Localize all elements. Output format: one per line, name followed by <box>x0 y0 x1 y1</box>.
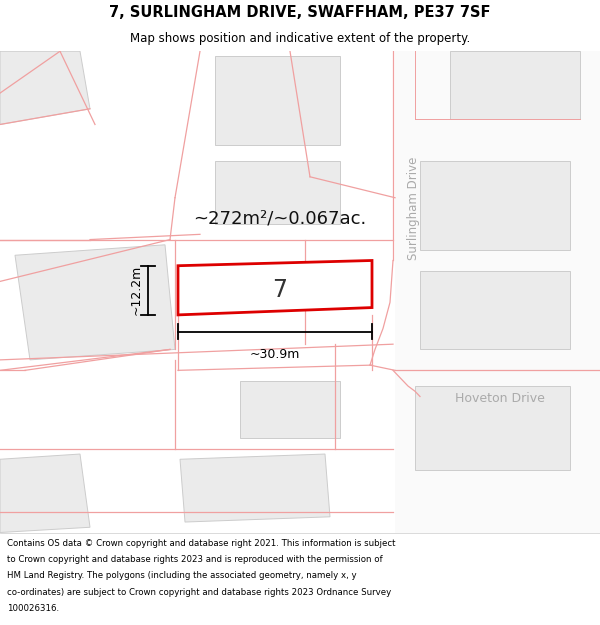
Polygon shape <box>395 51 600 532</box>
Text: Map shows position and indicative extent of the property.: Map shows position and indicative extent… <box>130 32 470 45</box>
Text: ~272m²/~0.067ac.: ~272m²/~0.067ac. <box>193 209 367 227</box>
Text: co-ordinates) are subject to Crown copyright and database rights 2023 Ordnance S: co-ordinates) are subject to Crown copyr… <box>7 588 391 596</box>
Polygon shape <box>0 51 90 124</box>
Text: Surlingham Drive: Surlingham Drive <box>407 156 420 260</box>
Polygon shape <box>215 56 340 146</box>
Polygon shape <box>215 161 340 224</box>
Polygon shape <box>240 381 340 438</box>
Text: ~12.2m: ~12.2m <box>130 265 143 316</box>
Text: 100026316.: 100026316. <box>7 604 59 612</box>
Polygon shape <box>420 271 570 349</box>
Text: 7, SURLINGHAM DRIVE, SWAFFHAM, PE37 7SF: 7, SURLINGHAM DRIVE, SWAFFHAM, PE37 7SF <box>109 5 491 20</box>
Polygon shape <box>178 261 372 315</box>
Text: HM Land Registry. The polygons (including the associated geometry, namely x, y: HM Land Registry. The polygons (includin… <box>7 571 357 581</box>
Text: 7: 7 <box>272 278 287 302</box>
Polygon shape <box>415 386 570 470</box>
Text: ~30.9m: ~30.9m <box>250 348 300 361</box>
Polygon shape <box>450 51 580 119</box>
Polygon shape <box>180 454 330 522</box>
Polygon shape <box>420 161 570 250</box>
Text: Hoveton Drive: Hoveton Drive <box>455 392 545 405</box>
Text: Contains OS data © Crown copyright and database right 2021. This information is : Contains OS data © Crown copyright and d… <box>7 539 396 548</box>
Text: to Crown copyright and database rights 2023 and is reproduced with the permissio: to Crown copyright and database rights 2… <box>7 555 383 564</box>
Polygon shape <box>0 454 90 532</box>
Polygon shape <box>15 245 175 360</box>
